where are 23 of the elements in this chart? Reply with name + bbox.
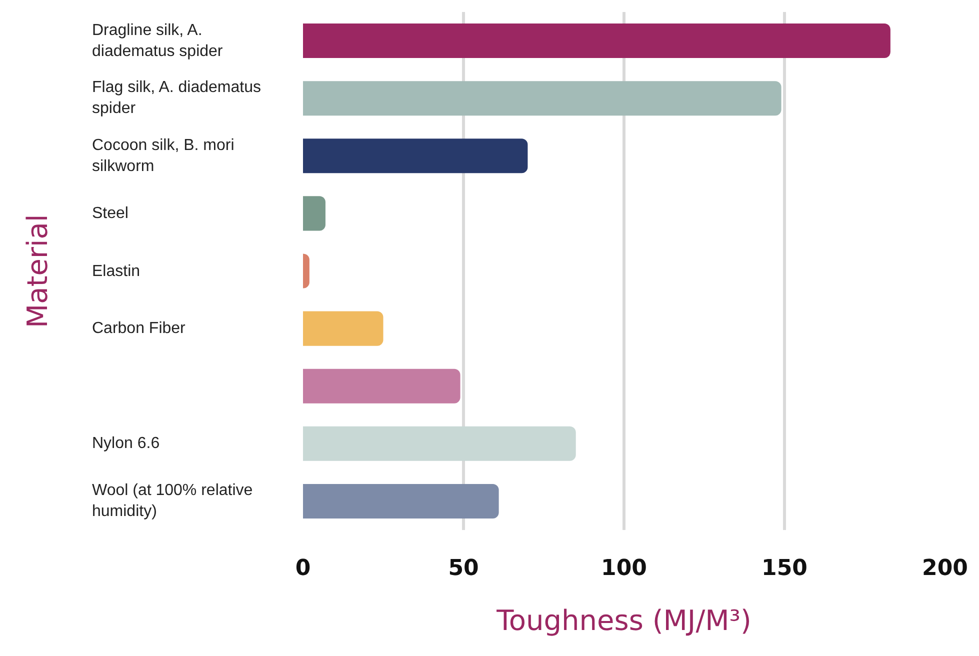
bar [303, 138, 528, 174]
y-tick-label: Carbon Fiber [92, 320, 186, 337]
y-axis-title: Material [21, 214, 54, 328]
y-tick-label: Dragline silk, A. diadematus spider [92, 22, 224, 60]
bar [303, 484, 499, 518]
bar [303, 81, 782, 116]
y-tick-label: Cocoon silk, B. mori silkworm [92, 137, 234, 175]
x-tick-label: 200 [922, 556, 968, 581]
x-tick-label: 0 [295, 556, 311, 581]
bar [303, 311, 384, 346]
bar [303, 196, 326, 231]
y-tick-label: Steel [92, 205, 128, 222]
x-tick-label: 150 [762, 556, 808, 581]
bar [303, 426, 576, 461]
y-tick-label: Nylon 6.6 [92, 435, 160, 452]
y-tick-label: Flag silk, A. diadematus spider [92, 79, 261, 117]
y-tick-label: Elastin [92, 263, 140, 280]
x-tick-label: 50 [448, 556, 479, 581]
x-tick-label: 100 [601, 556, 647, 581]
bar [303, 24, 890, 58]
x-axis-title: Toughness (MJ/M³) [496, 604, 752, 638]
bar [303, 368, 460, 404]
y-tick-label: Wool (at 100% relative humidity) [92, 482, 253, 520]
